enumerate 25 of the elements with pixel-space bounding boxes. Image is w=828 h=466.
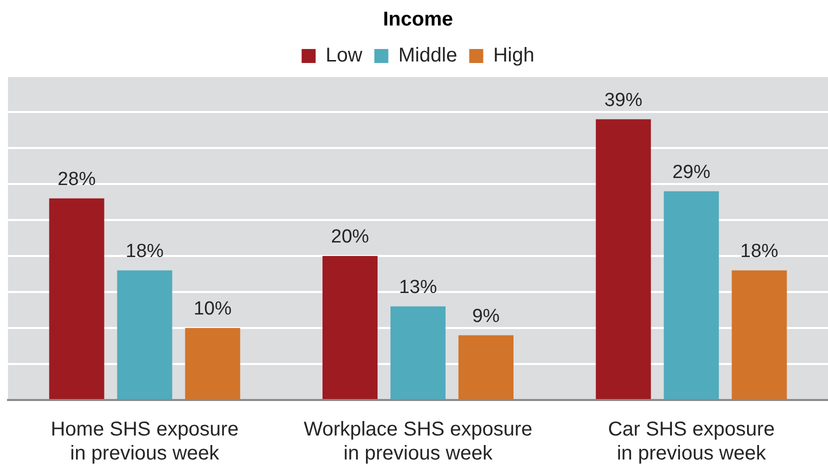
- x-tick-label: Car SHS exposure in previous week: [608, 418, 775, 465]
- data-label: 10%: [194, 298, 232, 320]
- data-label: 29%: [672, 162, 710, 183]
- bar: [185, 328, 240, 399]
- x-tick-label: Workplace SHS exposure in previous week: [304, 418, 532, 465]
- data-label: 18%: [126, 241, 164, 262]
- legend-title: Income: [382, 8, 454, 31]
- bar: [322, 256, 378, 399]
- data-label: 18%: [740, 241, 778, 262]
- bar: [49, 198, 104, 399]
- data-label: 13%: [398, 277, 438, 298]
- data-label: 9%: [472, 306, 500, 327]
- data-label: 20%: [331, 226, 370, 248]
- bar: [117, 270, 172, 399]
- bar: [458, 335, 514, 399]
- legend-label: Middle: [398, 44, 458, 67]
- bar: [390, 306, 446, 399]
- data-label: 28%: [58, 169, 96, 190]
- x-tick-label: Home SHS exposure in previous week: [50, 418, 239, 465]
- data-label: 39%: [604, 90, 642, 111]
- bar: [664, 191, 719, 399]
- legend-label: Low: [326, 44, 363, 67]
- bar: [732, 270, 787, 399]
- legend-label: High: [493, 44, 534, 67]
- bar: [596, 119, 651, 399]
